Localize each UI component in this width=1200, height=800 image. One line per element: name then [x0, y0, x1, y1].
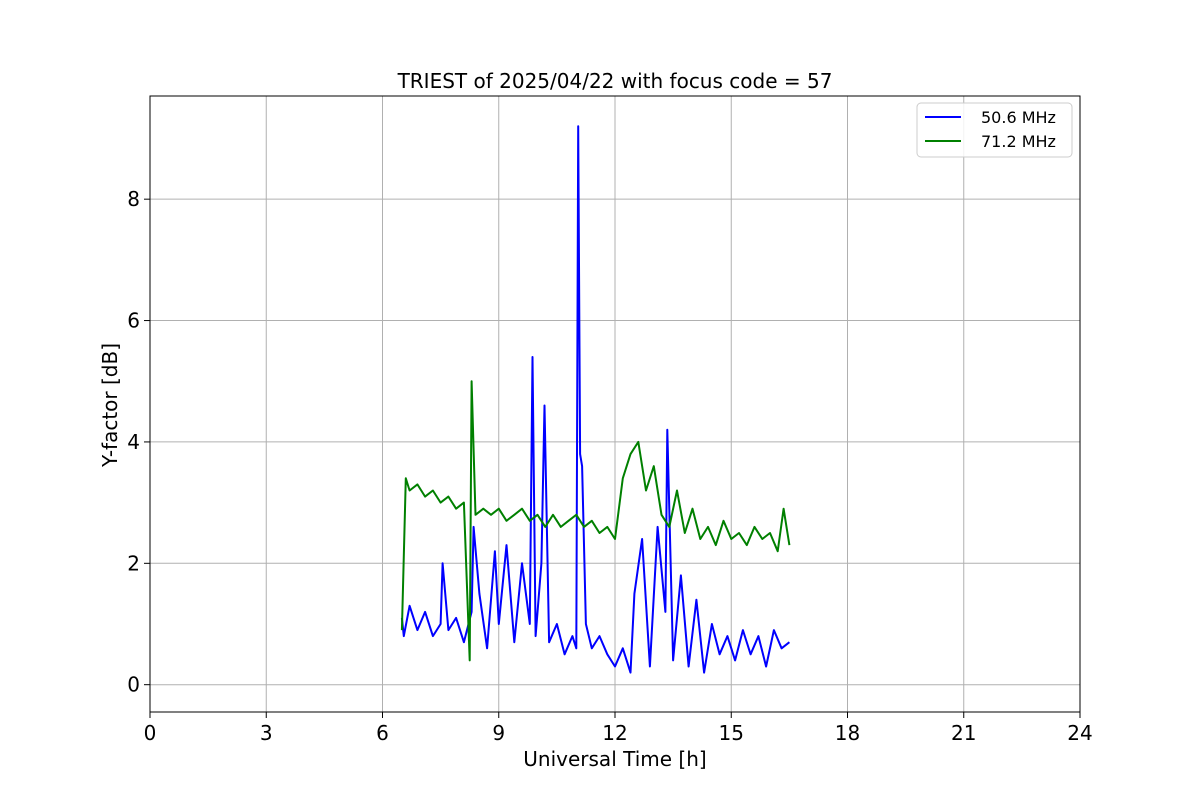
x-tick-label: 24: [1067, 721, 1092, 745]
x-tick-label: 0: [144, 721, 157, 745]
x-tick-label: 15: [719, 721, 744, 745]
x-axis: 0 3 6 9 12 15 18 21 24: [144, 712, 1093, 745]
legend-label-50-6: 50.6 MHz: [981, 108, 1056, 127]
y-axis: 0 2 4 6 8: [127, 187, 150, 697]
y-tick-label: 0: [127, 673, 140, 697]
legend: 50.6 MHz 71.2 MHz: [916, 102, 1073, 158]
y-tick-label: 6: [127, 309, 140, 333]
legend-label-71-2: 71.2 MHz: [981, 132, 1056, 151]
y-tick-label: 2: [127, 551, 140, 575]
y-axis-label: Y-factor [dB]: [98, 343, 122, 468]
x-tick-label: 6: [376, 721, 389, 745]
series-line-50-6-mhz: [400, 125, 791, 674]
x-tick-label: 3: [260, 721, 273, 745]
x-tick-label: 9: [492, 721, 505, 745]
chart-title: TRIEST of 2025/04/22 with focus code = 5…: [397, 69, 833, 93]
x-tick-label: 12: [602, 721, 627, 745]
x-tick-label: 21: [951, 721, 976, 745]
series-line-71-2-mhz: [400, 380, 791, 662]
y-tick-label: 8: [127, 187, 140, 211]
x-tick-label: 18: [835, 721, 860, 745]
series-lines: [400, 125, 791, 674]
y-tick-label: 4: [127, 430, 140, 454]
x-axis-label: Universal Time [h]: [523, 747, 706, 771]
